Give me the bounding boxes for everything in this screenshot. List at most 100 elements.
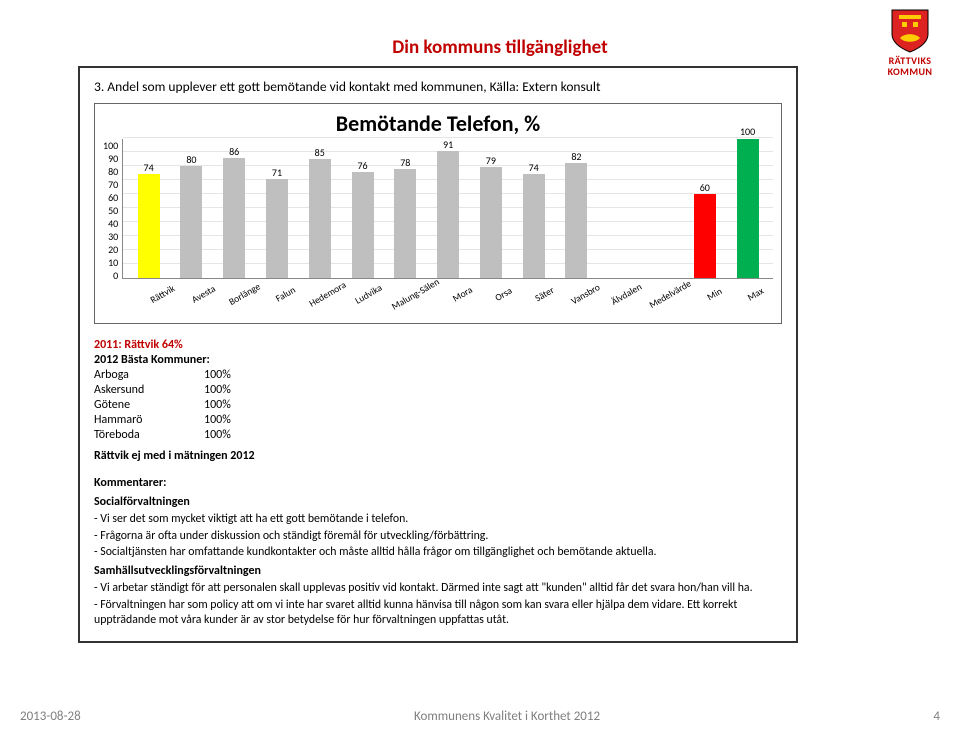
comment-section-head: Samhällsutvecklingsförvaltningen (94, 564, 782, 579)
chart-plot: 74 80 86 71 85 76 78 91 79 74 82 60 100 (122, 139, 773, 279)
footer-date: 2013-08-28 (20, 709, 81, 724)
y-tick: 70 (108, 178, 118, 191)
best-commune-row: Askersund100% (94, 383, 782, 398)
comment-section-head: Socialförvaltningen (94, 495, 782, 510)
logo-text-line2: KOMMUN (872, 67, 948, 78)
comments-body: Socialförvaltningen - Vi ser det som myck… (94, 495, 782, 627)
y-tick: 0 (113, 269, 118, 282)
bar-wrap: 86 (213, 139, 256, 278)
commune-name: Hammarö (94, 413, 204, 428)
best-commune-row: Arboga100% (94, 368, 782, 383)
commune-value: 100% (204, 413, 231, 428)
history-block: 2011: Rättvik 64% 2012 Bästa Kommuner: A… (94, 338, 782, 627)
y-axis: 1009080706050403020100 (103, 139, 122, 279)
comment-paragraph: - Förvaltningen har som policy att om vi… (94, 598, 782, 627)
bar (394, 169, 416, 278)
subtitle: 3. Andel som upplever ett gott bemötande… (94, 78, 782, 95)
bar-value-label: 79 (486, 154, 496, 167)
bar-value-label: 78 (400, 156, 410, 169)
bar (737, 139, 759, 278)
bar-value-label: 71 (272, 166, 282, 179)
y-tick: 10 (108, 256, 118, 269)
x-label: Malung-Sälen (389, 276, 451, 330)
bar (223, 158, 245, 278)
bar-wrap: 74 (127, 139, 170, 278)
bar-value-label: 60 (700, 181, 710, 194)
footer: 2013-08-28 Kommunens Kvalitet i Korthet … (20, 709, 940, 724)
bar-wrap: 79 (469, 139, 512, 278)
page-title: Din kommuns tillgänglighet (200, 36, 800, 59)
comment-paragraph: - Socialtjänsten har omfattande kundkont… (94, 545, 782, 560)
bar (437, 151, 459, 278)
bar-wrap: 78 (384, 139, 427, 278)
chart-title: Bemötande Telefon, % (103, 110, 773, 137)
y-tick: 20 (108, 243, 118, 256)
footer-page-number: 4 (933, 709, 940, 724)
bar-wrap: 91 (427, 139, 470, 278)
best-communes-rows: Arboga100%Askersund100%Götene100%Hammarö… (94, 368, 782, 443)
bar (180, 166, 202, 278)
bar (565, 163, 587, 278)
comment-paragraph: - Vi arbetar ständigt för att personalen… (94, 581, 782, 596)
commune-name: Arboga (94, 368, 204, 383)
page: RÄTTVIKS KOMMUN Din kommuns tillgängligh… (0, 0, 960, 732)
bar-wrap: 85 (298, 139, 341, 278)
history-note: Rättvik ej med i mätningen 2012 (94, 449, 782, 464)
bar-value-label: 86 (229, 145, 239, 158)
bar-wrap: 100 (726, 139, 769, 278)
bar (694, 194, 716, 278)
y-tick: 30 (108, 230, 118, 243)
commune-name: Askersund (94, 383, 204, 398)
commune-name: Götene (94, 398, 204, 413)
y-tick: 60 (108, 191, 118, 204)
commune-value: 100% (204, 398, 231, 413)
bar-wrap: 82 (555, 139, 598, 278)
bars-container: 74 80 86 71 85 76 78 91 79 74 82 60 100 (123, 139, 773, 278)
bar-value-label: 74 (144, 161, 154, 174)
bar (480, 167, 502, 278)
best-communes-title: 2012 Bästa Kommuner: (94, 353, 782, 368)
bar (138, 174, 160, 278)
commune-name: Töreboda (94, 428, 204, 443)
bar-value-label: 91 (443, 138, 453, 151)
bar-value-label: 76 (357, 159, 367, 172)
bar-wrap: 74 (512, 139, 555, 278)
bar-wrap: 80 (170, 139, 213, 278)
chart-body: 1009080706050403020100 74808671857678917… (103, 139, 773, 279)
commune-value: 100% (204, 383, 231, 398)
y-tick: 100 (103, 139, 118, 152)
bar (523, 174, 545, 278)
bar-value-label: 74 (529, 161, 539, 174)
commune-value: 100% (204, 428, 231, 443)
content-box: 3. Andel som upplever ett gott bemötande… (78, 66, 798, 643)
bar (309, 159, 331, 278)
bar-wrap: 76 (341, 139, 384, 278)
bar-value-label: 85 (315, 146, 325, 159)
municipality-logo: RÄTTVIKS KOMMUN (872, 8, 948, 77)
bar-wrap: 60 (683, 139, 726, 278)
chart-frame: Bemötande Telefon, % 1009080706050403020… (94, 103, 782, 324)
bar-value-label: 100 (740, 125, 755, 138)
bar-value-label: 80 (186, 153, 196, 166)
best-commune-row: Töreboda100% (94, 428, 782, 443)
footer-title: Kommunens Kvalitet i Korthet 2012 (414, 709, 600, 724)
commune-value: 100% (204, 368, 231, 383)
bar-wrap (641, 139, 684, 278)
y-tick: 40 (108, 217, 118, 230)
bar-wrap: 71 (256, 139, 299, 278)
comment-paragraph: - Frågorna är ofta under diskussion och … (94, 529, 782, 544)
shield-icon (890, 8, 930, 54)
x-axis: RättvikAvestaBorlängeFalunHedemoraLudvik… (103, 279, 773, 321)
bar-value-label: 82 (571, 150, 581, 163)
comment-paragraph: - Vi ser det som mycket viktigt att ha e… (94, 512, 782, 527)
y-tick: 50 (108, 204, 118, 217)
y-tick: 80 (108, 165, 118, 178)
bar (352, 172, 374, 278)
bar-wrap (598, 139, 641, 278)
comments-title: Kommentarer: (94, 476, 782, 491)
y-tick: 90 (108, 152, 118, 165)
x-label: Max (735, 279, 787, 327)
bar (266, 179, 288, 278)
history-red-line: 2011: Rättvik 64% (94, 338, 782, 353)
best-commune-row: Hammarö100% (94, 413, 782, 428)
